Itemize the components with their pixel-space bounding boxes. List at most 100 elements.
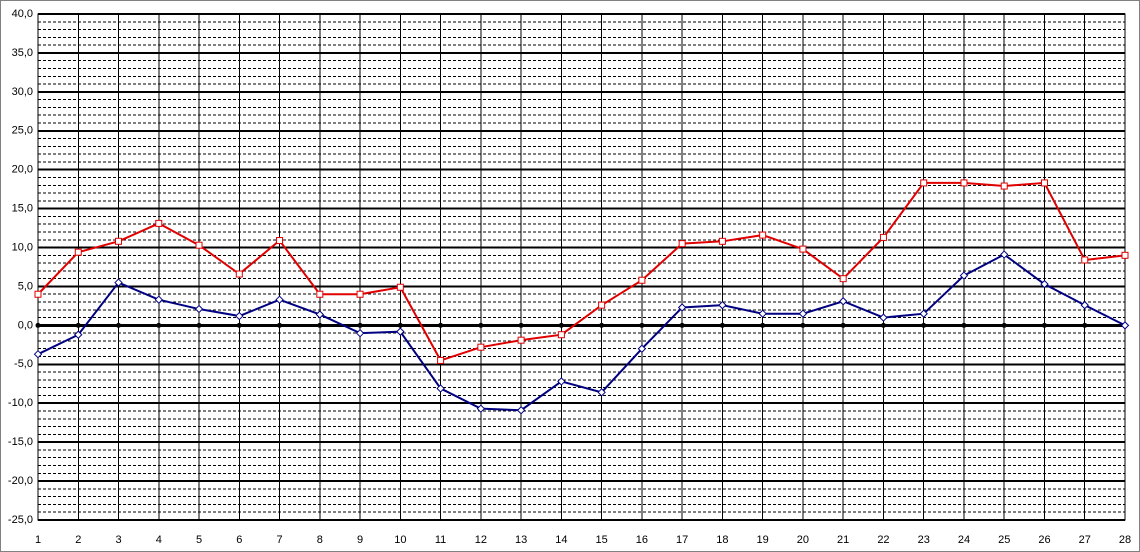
point-marker [315,310,325,319]
point-marker [799,245,807,253]
point-marker [597,388,606,397]
x-tick-label: 28 [1119,534,1131,546]
x-axis-tick [1082,322,1088,328]
point-marker [637,344,647,353]
x-axis-tick [478,322,484,328]
x-tick-label: 6 [236,534,242,546]
x-axis-tick [357,322,363,328]
x-axis-tick [438,322,444,328]
point-marker [34,290,42,298]
y-tick-label: -10,0 [8,397,33,409]
point-marker [396,283,404,291]
point-marker [437,356,445,364]
x-tick-label: 17 [676,534,688,546]
point-marker [1040,179,1048,187]
x-axis-tick [961,322,967,328]
point-marker [356,290,364,298]
x-axis-tick [800,322,806,328]
plot [33,179,1130,415]
x-axis-tick [921,322,927,328]
x-axis-tick [719,322,725,328]
point-marker [1121,251,1129,259]
point-marker [919,309,928,318]
y-tick-label: 20,0 [12,164,33,176]
x-axis-tick [116,322,122,328]
y-tick-label: 5,0 [18,280,33,292]
point-marker [718,237,726,245]
x-tick-label: 27 [1079,534,1091,546]
x-tick-label: 16 [636,534,648,546]
x-axis-tick [277,322,283,328]
point-marker [74,330,83,339]
x-axis-tick [156,322,162,328]
point-marker [195,241,203,249]
point-marker [798,309,808,318]
point-marker [1040,279,1049,289]
x-tick-label: 2 [75,534,81,546]
x-tick-label: 9 [357,534,363,546]
point-marker [718,300,727,310]
point-marker [838,297,848,306]
x-tick-label: 22 [877,534,889,546]
point-marker [477,343,485,351]
point-marker [74,248,82,256]
x-axis-tick [35,322,41,328]
point-marker [476,404,486,413]
point-marker [1080,300,1089,310]
x-tick-label: 1 [35,534,41,546]
point-marker [155,219,163,227]
x-tick-label: 19 [757,534,769,546]
series-line [37,253,1126,412]
point-marker [235,270,243,278]
point-marker [276,237,284,245]
point-marker [598,301,606,309]
point-marker [1081,256,1089,264]
y-tick-label: 40,0 [12,8,33,20]
y-tick-label: -25,0 [8,514,33,526]
x-tick-label: 14 [555,534,567,546]
x-tick-label: 11 [435,534,446,546]
point-marker [959,271,969,280]
x-tick-label: 10 [394,534,406,546]
x-axis-tick [599,322,605,328]
x-tick-label: 20 [797,534,809,546]
y-tick-label: 0,0 [18,319,33,331]
x-axis-tick [558,322,564,328]
y-tick-label: 35,0 [12,47,33,59]
point-marker [879,313,888,322]
grid [35,13,1128,521]
point-marker [316,290,324,298]
point-marker [879,233,887,241]
series-line [37,181,1126,362]
point-marker [758,309,767,318]
point-marker [235,311,244,321]
y-tick-label: 30,0 [12,86,33,98]
x-tick-label: 18 [716,534,728,546]
x-axis-tick [196,322,202,328]
y-tick-label: 15,0 [12,203,33,215]
point-marker [516,406,526,415]
x-axis-tick [397,322,403,328]
point-marker [677,303,687,312]
x-axis-tick [317,322,323,328]
point-marker [839,275,847,283]
point-marker [1000,250,1009,259]
point-marker [1120,321,1130,330]
x-tick-label: 23 [918,534,930,546]
point-marker [114,278,123,287]
point-marker [33,349,43,359]
x-axis-tick [75,322,81,328]
point-marker [1000,182,1008,190]
x-axis-tick [880,322,886,328]
x-tick-label: 3 [115,534,121,546]
y-tick-label: -20,0 [8,475,33,487]
point-marker [194,304,204,314]
point-marker [396,327,405,336]
point-marker [557,331,565,339]
x-axis-tick [236,322,242,328]
x-axis-tick [518,322,524,328]
x-axis-tick [1001,322,1007,328]
